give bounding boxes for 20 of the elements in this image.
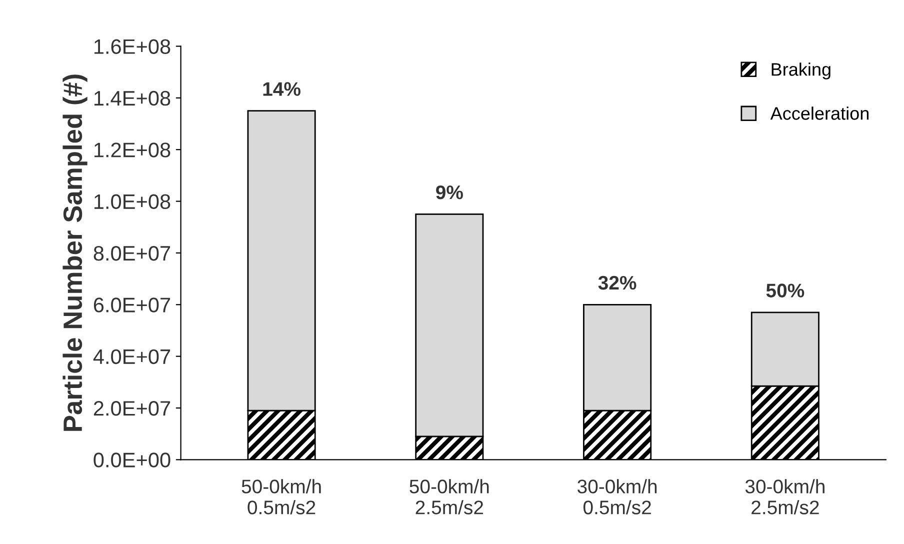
y-tick-label: 8.0E+07 (94, 246, 170, 261)
annotation: 14% (263, 82, 300, 96)
y-tick-label: 0.0E+00 (94, 452, 170, 468)
y-tick-label: 2.0E+07 (94, 401, 170, 416)
x-tick-label: 50-0km/h 2.5m/s2 (410, 479, 489, 514)
annotation: 50% (766, 284, 804, 298)
y-tick-label: 6.0E+07 (94, 298, 170, 312)
y-tick-label: 1.4E+08 (94, 90, 170, 106)
x-tick-label: 30-0km/h 0.5m/s2 (578, 479, 657, 514)
annotation: 32% (598, 276, 636, 290)
y-tick-label: 1.6E+08 (94, 39, 170, 54)
annotation: 9% (436, 185, 463, 200)
y-axis-title: Particle Number Sampled (#) (62, 74, 88, 431)
y-tick-label: 4.0E+07 (93, 349, 170, 364)
legend-label: Acceleration (770, 106, 869, 120)
x-tick-label: 30-0km/h 2.5m/s2 (745, 479, 824, 514)
x-tick-label: 50-0km/h 0.5m/s2 (242, 479, 321, 514)
y-tick-label: 1.0E+08 (94, 194, 170, 210)
y-tick-label: 1.2E+08 (94, 142, 170, 158)
legend-label: Braking (772, 62, 830, 80)
